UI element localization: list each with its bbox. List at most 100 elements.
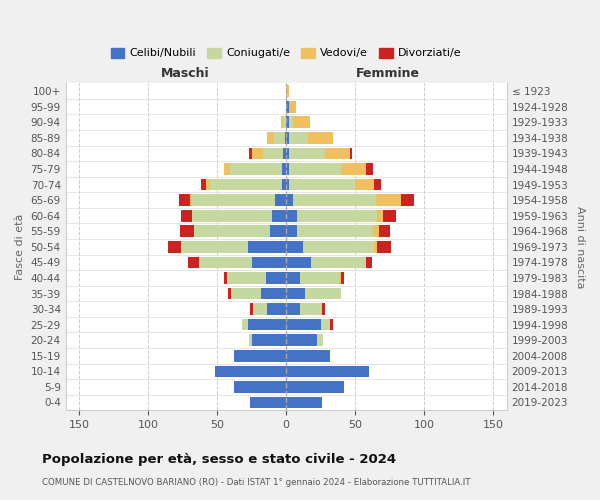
Bar	[286, 303, 300, 315]
Bar	[286, 86, 289, 97]
Bar	[252, 334, 286, 346]
Bar	[286, 288, 305, 300]
Bar	[249, 334, 252, 346]
Bar	[331, 319, 333, 330]
Bar	[224, 272, 227, 284]
Bar	[286, 101, 289, 112]
Bar	[341, 163, 366, 175]
Bar	[297, 226, 373, 237]
Bar	[401, 194, 415, 206]
Bar	[317, 334, 323, 346]
Bar	[206, 178, 211, 190]
Bar	[303, 241, 374, 252]
Bar	[282, 163, 286, 175]
Bar	[231, 288, 262, 300]
Bar	[377, 241, 391, 252]
Bar	[338, 272, 341, 284]
Bar	[215, 366, 286, 377]
Bar	[190, 194, 193, 206]
Bar	[286, 319, 320, 330]
Bar	[283, 116, 286, 128]
Text: COMUNE DI CASTELNOVO BARIANO (RO) - Dati ISTAT 1° gennaio 2024 - Elaborazione TU: COMUNE DI CASTELNOVO BARIANO (RO) - Dati…	[42, 478, 470, 487]
Bar	[234, 350, 286, 362]
Bar	[286, 116, 289, 128]
Bar	[297, 210, 377, 222]
Text: Maschi: Maschi	[160, 67, 209, 80]
Bar	[374, 178, 381, 190]
Bar	[379, 226, 389, 237]
Bar	[248, 319, 286, 330]
Bar	[248, 241, 286, 252]
Bar	[286, 132, 289, 143]
Bar	[286, 396, 322, 408]
Bar	[341, 272, 344, 284]
Bar	[366, 256, 371, 268]
Bar	[308, 132, 333, 143]
Bar	[194, 226, 269, 237]
Bar	[286, 381, 344, 393]
Bar	[188, 256, 199, 268]
Bar	[283, 148, 286, 159]
Bar	[181, 210, 193, 222]
Bar	[289, 132, 308, 143]
Bar	[193, 194, 275, 206]
Bar	[193, 210, 272, 222]
Bar	[229, 288, 231, 300]
Bar	[281, 116, 283, 128]
Bar	[253, 303, 267, 315]
Bar	[201, 178, 206, 190]
Bar	[224, 163, 230, 175]
Y-axis label: Anni di nascita: Anni di nascita	[575, 206, 585, 288]
Bar	[286, 334, 317, 346]
Bar	[269, 226, 286, 237]
Bar	[289, 178, 355, 190]
Text: Popolazione per età, sesso e stato civile - 2024: Popolazione per età, sesso e stato civil…	[42, 452, 396, 466]
Bar	[167, 241, 181, 252]
Bar	[350, 148, 352, 159]
Bar	[211, 178, 282, 190]
Bar	[286, 366, 369, 377]
Bar	[180, 226, 194, 237]
Bar	[355, 178, 374, 190]
Bar	[267, 132, 274, 143]
Bar	[179, 194, 190, 206]
Bar	[293, 116, 310, 128]
Bar	[282, 178, 286, 190]
Bar	[322, 303, 325, 315]
Bar	[252, 148, 263, 159]
Bar	[289, 116, 293, 128]
Bar	[286, 148, 289, 159]
Bar	[286, 178, 289, 190]
Bar	[249, 148, 252, 159]
Bar	[250, 303, 253, 315]
Bar	[286, 241, 303, 252]
Bar	[289, 101, 296, 112]
Bar	[286, 210, 297, 222]
Bar	[311, 256, 366, 268]
Bar	[366, 163, 373, 175]
Bar	[252, 256, 286, 268]
Bar	[286, 194, 293, 206]
Bar	[275, 194, 286, 206]
Bar	[293, 194, 376, 206]
Bar	[377, 210, 383, 222]
Bar	[230, 163, 282, 175]
Bar	[266, 272, 286, 284]
Bar	[305, 288, 341, 300]
Bar	[242, 319, 248, 330]
Bar	[300, 303, 322, 315]
Bar	[274, 132, 285, 143]
Bar	[263, 148, 283, 159]
Bar	[234, 381, 286, 393]
Bar	[262, 288, 286, 300]
Bar	[325, 148, 350, 159]
Bar	[373, 226, 379, 237]
Bar	[286, 350, 331, 362]
Bar	[383, 210, 397, 222]
Bar	[376, 194, 401, 206]
Bar	[250, 396, 286, 408]
Bar	[300, 272, 338, 284]
Bar	[272, 210, 286, 222]
Bar	[181, 241, 248, 252]
Bar	[289, 148, 325, 159]
